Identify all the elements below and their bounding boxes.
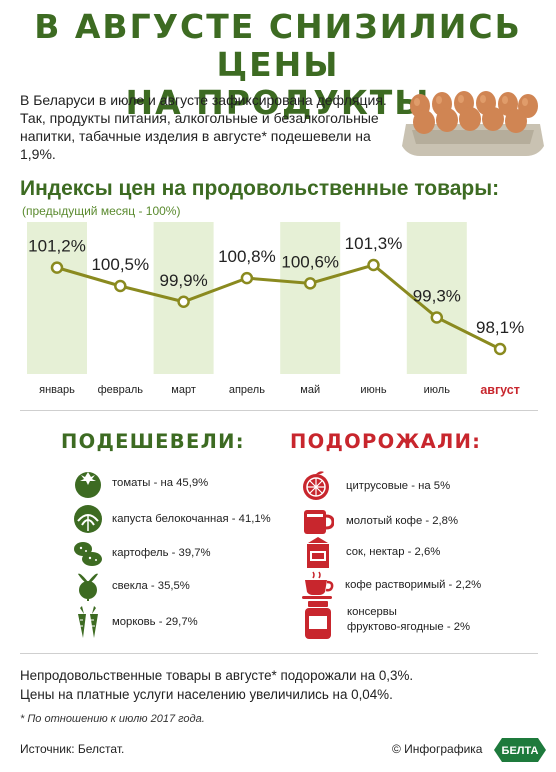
pricier-text-juice: сок, нектар - 2,6% (346, 545, 441, 558)
month-label: февраль (97, 384, 143, 396)
list-item-cabbage: капуста белокочанная - 41,1% (72, 503, 271, 535)
month-label: апрель (228, 384, 265, 396)
data-label: 99,3% (413, 287, 461, 306)
cheaper-text-tomato: томаты - на 45,9% (112, 476, 209, 489)
pricier-text-ground-coffee: молотый кофе - 2,8% (346, 514, 459, 527)
data-label: 100,8% (218, 247, 276, 266)
egg-carton-image (402, 91, 544, 156)
footer-line-2: Цены на платные услуги населению увеличи… (20, 687, 393, 702)
list-item-juice: сок, нектар - 2,6% (304, 535, 440, 569)
month-label: май (300, 384, 321, 396)
data-label: 100,6% (281, 252, 339, 271)
data-point (240, 271, 254, 285)
month-label: июль (423, 384, 450, 396)
ground-coffee-icon (304, 510, 334, 534)
pricier-text-jar-line2: фруктово-ягодные - 2% (347, 621, 471, 633)
cheaper-text-carrot: морковь - 29,7% (112, 615, 198, 628)
list-item-jar: консервы фруктово-ягодные - 2% (303, 600, 470, 640)
data-label: 101,2% (28, 237, 86, 256)
cabbage-icon (74, 505, 102, 533)
data-point (177, 295, 190, 308)
list-item-carrot: морковь - 29,7% (72, 604, 198, 640)
list-item-ground-coffee: молотый кофе - 2,8% (302, 506, 458, 536)
list-item-citrus: цитрусовые - на 5% (300, 470, 450, 502)
carrot-icon (78, 606, 98, 638)
data-label: 98,1% (476, 318, 524, 337)
title-line-1: В АВГУСТЕ СНИЗИЛИСЬ ЦЕНЫ (34, 7, 522, 84)
list-item-instant-coffee: кофе растворимый - 2,2% (301, 570, 481, 600)
list-item-beet: свекла - 35,5% (72, 570, 190, 602)
cheaper-text-cabbage: капуста белокочанная - 41,1% (112, 512, 271, 525)
pricier-text-citrus: цитрусовые - на 5% (346, 479, 451, 492)
chart-subtitle: (предыдущий месяц - 100%) (22, 204, 181, 218)
credit-text: © Инфографика (392, 742, 483, 756)
belta-logo: БЕЛТА (494, 738, 546, 762)
data-point (430, 311, 444, 324)
data-point (493, 342, 507, 356)
pricier-text-jar-line1: консервы (347, 606, 397, 618)
intro-text: В Беларуси в июле и августе зафиксирован… (20, 92, 387, 162)
data-point (50, 261, 64, 274)
citrus-icon (303, 471, 329, 500)
price-index-chart: 101,2% 100,5% 99,9% 100,8% 100,6% 101,3% 99,3%… (27, 222, 524, 374)
juice-box-icon (307, 537, 329, 568)
chart-band (406, 222, 467, 374)
data-point (367, 258, 380, 272)
chart-title: Индексы цен на продовольственные товары: (20, 177, 500, 200)
month-label: январь (39, 384, 75, 396)
list-item-tomato: томаты - на 45,9% (72, 467, 208, 499)
month-label: июнь (360, 384, 387, 396)
potato-icon (74, 542, 102, 566)
data-label: 99,9% (159, 271, 207, 290)
cheaper-text-potato: картофель - 39,7% (112, 546, 211, 559)
data-point (303, 277, 317, 290)
page-title: В АВГУСТЕ СНИЗИЛИСЬ ЦЕНЫ НА ПРОДУКТЫ (0, 8, 556, 122)
chart-band (280, 222, 341, 374)
coffee-cup-icon (302, 571, 334, 599)
series-line (56, 263, 501, 351)
month-axis: январь февраль март апрель май июнь июль август (0, 383, 556, 398)
footer-line-1: Непродовольственные товары в августе* по… (20, 668, 414, 683)
footer-summary: Непродовольственные товары в августе* по… (20, 666, 413, 704)
beet-icon (78, 573, 98, 601)
month-label: март (171, 384, 196, 396)
cheaper-text-beet: свекла - 35,5% (112, 579, 190, 592)
data-label: 100,5% (91, 255, 149, 274)
month-label: август (480, 383, 520, 397)
divider-line (20, 410, 538, 411)
data-point (114, 279, 127, 293)
footer-divider-line (20, 653, 538, 654)
list-item-potato: картофель - 39,7% (72, 537, 211, 569)
pricier-jar-text: консервы фруктово-ягодные - 2% (347, 605, 470, 635)
data-label: 101,3% (345, 234, 403, 253)
jar-icon (305, 601, 331, 639)
logo-text: БЕЛТА (502, 745, 539, 757)
pricier-title: ПОДОРОЖАЛИ: (290, 430, 482, 453)
footnote: * По отношению к июлю 2017 года. (20, 713, 205, 725)
source-text: Источник: Белстат. (20, 742, 125, 756)
cheaper-title: ПОДЕШЕВЕЛИ: (61, 430, 245, 453)
pricier-text-instant-coffee: кофе растворимый - 2,2% (345, 578, 482, 591)
tomato-icon (75, 472, 101, 498)
chart-band (27, 222, 87, 374)
title-line-2: НА ПРОДУКТЫ (125, 83, 431, 122)
